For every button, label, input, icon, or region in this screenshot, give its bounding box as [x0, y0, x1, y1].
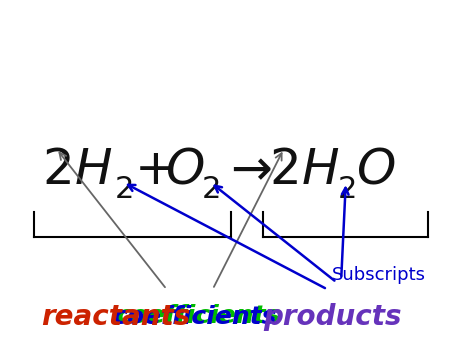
- Text: coefficients: coefficients: [112, 306, 277, 330]
- Text: $+$: $+$: [134, 145, 172, 195]
- Text: $O$: $O$: [356, 145, 395, 195]
- Text: $2$: $2$: [114, 174, 132, 205]
- Text: $O$: $O$: [165, 145, 205, 195]
- Text: coefficients: coefficients: [116, 304, 280, 328]
- Text: $H$: $H$: [74, 145, 112, 195]
- Text: $2$: $2$: [337, 174, 355, 205]
- Text: $H$: $H$: [301, 145, 340, 195]
- Text: reactants: reactants: [42, 303, 191, 331]
- Text: Subscripts: Subscripts: [332, 266, 426, 284]
- Text: $\rightarrow$: $\rightarrow$: [221, 145, 273, 195]
- Text: $2$: $2$: [42, 145, 71, 195]
- Text: products: products: [263, 303, 401, 331]
- Text: $2$: $2$: [269, 145, 298, 195]
- Text: $2$: $2$: [201, 174, 219, 205]
